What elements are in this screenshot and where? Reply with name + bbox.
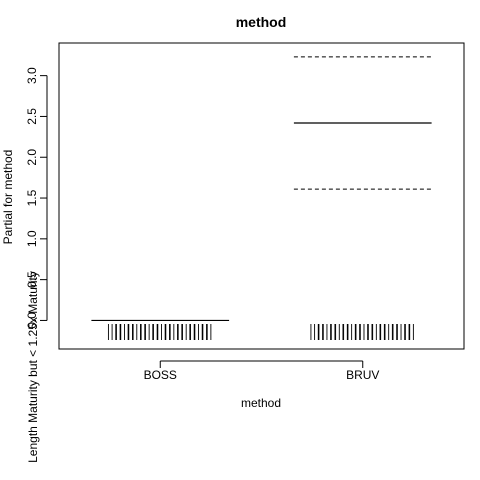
y-tick-label: 0.0: [25, 312, 39, 329]
y-tick-label: 2.0: [25, 149, 39, 166]
x-tick-label: BRUV: [346, 368, 379, 382]
plot-marks: [91, 56, 432, 340]
y-tick-label: 1.0: [25, 230, 39, 247]
y-tick-label: 0.5: [25, 271, 39, 288]
plot-frame: [58, 42, 465, 350]
x-axis: BOSS BRUV: [144, 360, 379, 382]
y-tick-label: 3.0: [25, 67, 39, 84]
chart-title: method: [236, 14, 287, 30]
x-axis-label: method: [241, 396, 281, 410]
y-axis: 0.0 0.5 1.0 1.5 2.0 2.5 3.0: [25, 67, 48, 329]
y-tick-label: 1.5: [25, 189, 39, 206]
y-axis-label: Partial for method: [1, 150, 15, 245]
overlay-axis-text: Length Maturity but < 1.25x Maturity: [26, 271, 40, 463]
x-tick-label: BOSS: [144, 368, 177, 382]
y-tick-label: 2.5: [25, 108, 39, 125]
